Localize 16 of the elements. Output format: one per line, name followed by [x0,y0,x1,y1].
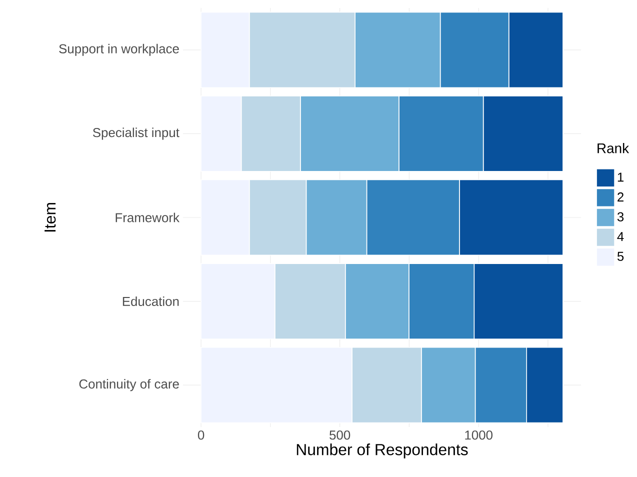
y-tick-label: Support in workplace [59,44,179,56]
legend-label: 3 [617,212,624,222]
y-tick-label: Education [122,296,179,306]
legend-title: Rank [598,142,630,154]
y-tick-label: Specialist input [92,128,180,140]
y-tick-label: Framework [116,212,180,222]
x-tick-label: 500 [330,430,350,440]
y-tick-label: Continuity of care [79,379,179,392]
legend-label: 2 [618,192,624,202]
legend-label: 5 [617,252,624,261]
legend-label: 4 [617,232,624,241]
y-axis-title: Item [44,203,56,232]
x-tick-label: 0 [198,430,204,440]
x-tick-label: 1000 [465,430,492,440]
x-axis-title: Number of Respondents [296,444,468,458]
legend-label: 1 [618,172,624,182]
